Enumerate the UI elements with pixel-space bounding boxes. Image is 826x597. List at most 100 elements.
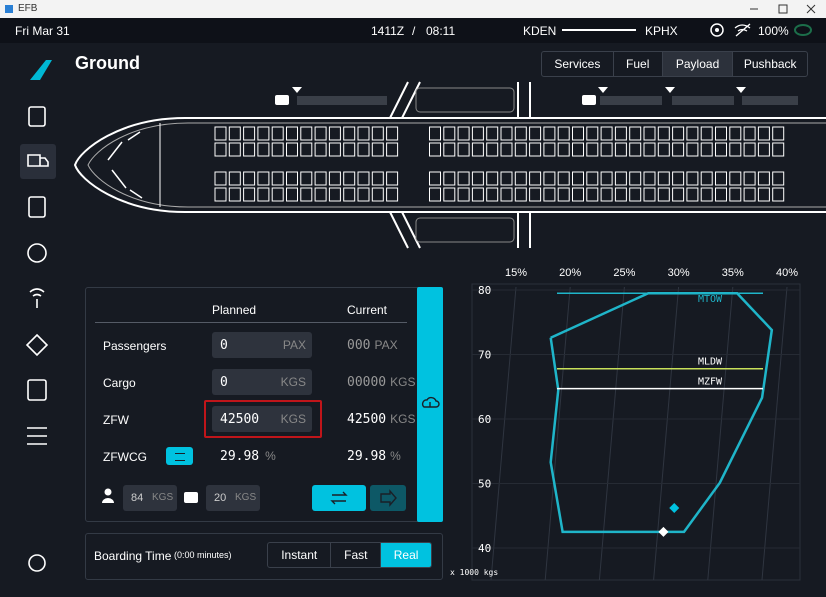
seat xyxy=(243,187,256,202)
maximize-button[interactable] xyxy=(778,4,788,14)
status-toggle[interactable] xyxy=(794,24,812,36)
seat xyxy=(743,142,756,157)
seat xyxy=(328,187,341,202)
seat xyxy=(357,126,370,141)
tab[interactable]: Payload xyxy=(661,52,733,76)
planned-unit: PAX xyxy=(282,338,306,352)
seat xyxy=(657,187,670,202)
seat xyxy=(643,126,656,141)
limit-label: MLDW xyxy=(698,357,723,368)
zone-bar xyxy=(297,96,387,105)
seat xyxy=(314,187,327,202)
seat xyxy=(629,187,642,202)
seat xyxy=(371,142,384,157)
seat xyxy=(715,142,727,157)
grid-line xyxy=(490,286,517,581)
seat xyxy=(772,171,785,186)
settings-nav-icon[interactable] xyxy=(28,554,46,572)
seat xyxy=(500,187,513,202)
swap-button[interactable] xyxy=(312,485,366,511)
seat xyxy=(614,126,627,141)
y-tick-label: 50 xyxy=(478,478,491,491)
seat xyxy=(357,142,370,157)
seat xyxy=(271,171,284,186)
seat xyxy=(543,126,556,141)
current-value: 29.98 xyxy=(347,449,387,464)
date: Fri Mar 31 xyxy=(15,24,70,38)
seat xyxy=(257,171,270,186)
planned-input[interactable]: 42500 KGS xyxy=(212,406,312,432)
sliders-icon[interactable] xyxy=(27,427,47,445)
planned-unit: KGS xyxy=(280,412,306,426)
fuselage xyxy=(73,117,826,213)
seat xyxy=(729,126,742,141)
seat xyxy=(243,126,256,141)
row-label: Passengers xyxy=(103,339,167,353)
seat xyxy=(657,142,670,157)
boarding-label: Boarding Time xyxy=(94,549,172,563)
cockpit-windows xyxy=(107,131,143,199)
seat xyxy=(772,126,785,141)
calculator-icon[interactable] xyxy=(28,196,46,218)
close-button[interactable] xyxy=(806,4,816,14)
tasks-icon[interactable] xyxy=(27,379,47,401)
radio-icon[interactable] xyxy=(29,288,45,308)
mode-button[interactable]: Fast xyxy=(330,543,380,567)
seat xyxy=(271,187,284,202)
pax-weight-input[interactable]: 84 KGS xyxy=(123,485,177,511)
seat xyxy=(457,171,470,186)
seat xyxy=(486,142,499,157)
bag-weight-input[interactable]: 20 KGS xyxy=(206,485,260,511)
planned-value: 0 xyxy=(220,375,228,390)
seat xyxy=(443,187,456,202)
limit-label: MTOW xyxy=(698,294,723,305)
highlight-frame xyxy=(204,400,322,438)
y-tick-label: 60 xyxy=(478,413,491,426)
boarding-duration: (0:00 minutes) xyxy=(174,550,232,560)
checklist-icon[interactable] xyxy=(28,106,46,127)
seat xyxy=(343,126,356,141)
seat xyxy=(629,126,642,141)
seat xyxy=(514,187,527,202)
seat xyxy=(529,187,542,202)
seat xyxy=(614,142,627,157)
seat xyxy=(529,171,542,186)
seat xyxy=(629,171,642,186)
y-tick-label: 70 xyxy=(478,349,491,362)
cargo-icon xyxy=(275,95,289,105)
cg-point xyxy=(669,503,680,514)
seat xyxy=(457,142,470,157)
seat xyxy=(600,142,613,157)
seat xyxy=(214,187,227,202)
seat xyxy=(600,187,613,202)
planned-input[interactable]: 0 PAX xyxy=(212,332,312,358)
tab[interactable]: Fuel xyxy=(612,52,662,76)
seat xyxy=(643,187,656,202)
compass-icon[interactable] xyxy=(27,243,47,263)
seat xyxy=(386,171,399,186)
settings-icon[interactable] xyxy=(710,23,724,37)
sidebar xyxy=(20,60,56,572)
load-button[interactable] xyxy=(417,287,443,522)
x-tick-label: 40% xyxy=(776,267,798,279)
seat xyxy=(257,126,270,141)
seat xyxy=(300,126,313,141)
mode-button[interactable]: Instant xyxy=(281,548,318,562)
battery: 100% xyxy=(758,24,789,38)
mode-button[interactable]: Real xyxy=(380,543,431,567)
pax-weight-unit: KGS xyxy=(152,492,174,503)
planned-value: 42500 xyxy=(220,412,260,427)
truck-icon[interactable] xyxy=(27,154,49,167)
apply-button[interactable] xyxy=(370,485,406,511)
warning-icon[interactable] xyxy=(25,333,49,357)
zone-bar xyxy=(672,96,734,105)
seat xyxy=(429,187,441,202)
planned-input[interactable]: 0 KGS xyxy=(212,369,312,395)
grid-line xyxy=(653,286,680,581)
tab[interactable]: Pushback xyxy=(732,52,807,76)
page-title: Ground xyxy=(75,53,140,73)
tab[interactable]: Services xyxy=(554,57,601,71)
x-tick-label: 20% xyxy=(559,267,581,279)
cg-button[interactable] xyxy=(166,447,193,465)
seat xyxy=(715,171,727,186)
